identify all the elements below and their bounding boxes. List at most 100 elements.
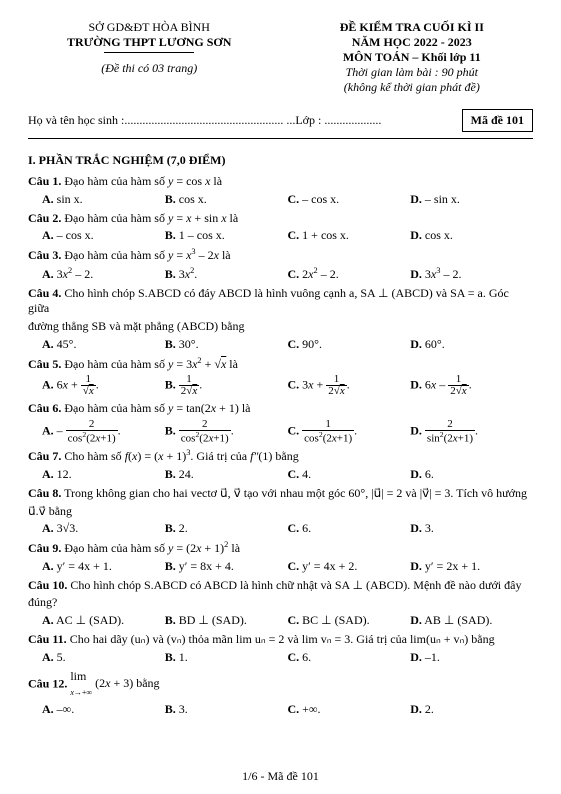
question-5: Câu 5. Đạo hàm của hàm số y = 3x2 + √x l… [28,356,533,373]
q11-opts: A. 5. B. 1. C. 6. D. –1. [42,650,533,665]
q11-B: B. 1. [165,650,288,665]
q9-num: Câu 9. [28,541,61,555]
q10-text1: Cho hình chóp S.ABCD có ABCD là hình chữ… [70,578,521,592]
q8-A: A. 3√3. [42,521,165,536]
q3-A: A. 3x2 – 2. [42,266,165,282]
q7-C: C. 4. [288,467,411,482]
separator [28,138,533,139]
q2-B: B. 1 – cos x. [165,228,288,243]
q12-opts: A. –∞. B. 3. C. +∞. D. 2. [42,702,533,717]
q7-B: B. 24. [165,467,288,482]
q1-opts: A. sin x. B. cos x. C. – cos x. D. – sin… [42,192,533,207]
q12-D: D. 2. [410,702,533,717]
q10-B: B. BD ⊥ (SAD). [165,613,288,628]
q2-A: A. – cos x. [42,228,165,243]
page-footer: 1/6 - Mã đề 101 [0,769,561,784]
q9-A: A. y′ = 4x + 1. [42,559,165,574]
question-2: Câu 2. Đạo hàm của hàm số y = x + sin x … [28,211,533,227]
header-left: SỞ GD&ĐT HÒA BÌNH TRƯỜNG THPT LƯƠNG SƠN … [28,20,270,95]
q4-C: C. 90°. [288,337,411,352]
q6-num: Câu 6. [28,401,61,415]
q8-text2: u⃗.v⃗ bằng [28,504,533,520]
q4-text1: Cho hình chóp S.ABCD có đáy ABCD là hình… [28,286,509,316]
q3-D: D. 3x3 – 2. [410,266,533,282]
q4-B: B. 30°. [165,337,288,352]
ma-de-box: Mã đề 101 [462,109,533,132]
q5-D: D. 6x – 12√x. [410,374,533,397]
q11-text: Cho hai dãy (uₙ) và (vₙ) thỏa mãn lim uₙ… [70,632,495,646]
q5-A: A. 6x + 1√x. [42,374,165,397]
name-class: Họ và tên học sinh :....................… [28,113,381,128]
q6-C: C. 1cos2(2x+1). [288,419,411,445]
q10-num: Câu 10. [28,578,67,592]
q11-A: A. 5. [42,650,165,665]
q4-text2: đường thẳng SB và mặt phẳng (ABCD) bằng [28,319,533,335]
q6-text: Đạo hàm của hàm số y = tan(2x + 1) là [64,401,250,415]
q4-opts: A. 45°. B. 30°. C. 90°. D. 60°. [42,337,533,352]
q1-text: Đạo hàm của hàm số y = cos x là [64,174,222,188]
exam-subject: MÔN TOÁN – Khối lớp 11 [291,50,533,65]
q6-B: B. 2cos2(2x+1). [165,419,288,445]
q1-B: B. cos x. [165,192,288,207]
q4-D: D. 60°. [410,337,533,352]
q2-text: Đạo hàm của hàm số y = x + sin x là [64,211,238,225]
q5-B: B. 12√x. [165,374,288,397]
school-line: TRƯỜNG THPT LƯƠNG SƠN [28,35,270,50]
q2-C: C. 1 + cos x. [288,228,411,243]
section-title: I. PHẦN TRẮC NGHIỆM (7,0 ĐIỂM) [28,153,533,168]
q10-A: A. AC ⊥ (SAD). [42,613,165,628]
q3-opts: A. 3x2 – 2. B. 3x2. C. 2x2 – 2. D. 3x3 –… [42,266,533,282]
exam-note: (không kể thời gian phát đề) [291,80,533,95]
q3-num: Câu 3. [28,248,61,262]
q12-num: Câu 12. [28,676,67,690]
q5-text: Đạo hàm của hàm số y = 3x2 + √x là [64,357,238,371]
name-label: Họ và tên học sinh : [28,113,124,127]
q4-num: Câu 4. [28,286,61,300]
question-12: Câu 12. limx→+∞ (2x + 3) bằng [28,669,533,700]
q9-C: C. y′ = 4x + 2. [288,559,411,574]
question-11: Câu 11. Cho hai dãy (uₙ) và (vₙ) thỏa mã… [28,632,533,648]
question-1: Câu 1. Đạo hàm của hàm số y = cos x là [28,174,533,190]
question-8: Câu 8. Trong không gian cho hai vectơ u⃗… [28,486,533,502]
exam-title: ĐỀ KIỂM TRA CUỐI KÌ II [291,20,533,35]
q7-text: Cho hàm số f(x) = (x + 1)3. Giá trị của … [64,449,298,463]
question-6: Câu 6. Đạo hàm của hàm số y = tan(2x + 1… [28,401,533,417]
q11-D: D. –1. [410,650,533,665]
q5-C: C. 3x + 12√x. [288,374,411,397]
q5-opts: A. 6x + 1√x. B. 12√x. C. 3x + 12√x. D. 6… [42,374,533,397]
q8-num: Câu 8. [28,486,61,500]
question-4: Câu 4. Cho hình chóp S.ABCD có đáy ABCD … [28,286,533,317]
q11-num: Câu 11. [28,632,67,646]
q4-A: A. 45°. [42,337,165,352]
q7-num: Câu 7. [28,449,61,463]
q11-C: C. 6. [288,650,411,665]
q10-C: C. BC ⊥ (SAD). [288,613,411,628]
underline [104,52,194,53]
q8-text1: Trong không gian cho hai vectơ u⃗, v⃗ tạ… [64,486,527,500]
q6-A: A. – 2cos2(2x+1). [42,419,165,445]
q3-text: Đạo hàm của hàm số y = x3 – 2x là [64,248,230,262]
exam-duration: Thời gian làm bài : 90 phút [291,65,533,80]
q9-text: Đạo hàm của hàm số y = (2x + 1)2 là [64,541,240,555]
question-9: Câu 9. Đạo hàm của hàm số y = (2x + 1)2 … [28,540,533,557]
q2-opts: A. – cos x. B. 1 – cos x. C. 1 + cos x. … [42,228,533,243]
q8-C: C. 6. [288,521,411,536]
q12-B: B. 3. [165,702,288,717]
q1-A: A. sin x. [42,192,165,207]
q6-opts: A. – 2cos2(2x+1). B. 2cos2(2x+1). C. 1co… [42,419,533,445]
exam-year: NĂM HỌC 2022 - 2023 [291,35,533,50]
q1-D: D. – sin x. [410,192,533,207]
q12-text: limx→+∞ (2x + 3) bằng [70,676,159,690]
dept-line: SỞ GD&ĐT HÒA BÌNH [28,20,270,35]
q9-opts: A. y′ = 4x + 1. B. y′ = 8x + 4. C. y′ = … [42,559,533,574]
class-label: ...Lớp : ................... [286,113,381,127]
q2-num: Câu 2. [28,211,61,225]
question-3: Câu 3. Đạo hàm của hàm số y = x3 – 2x là [28,247,533,264]
q7-D: D. 6. [410,467,533,482]
q10-opts: A. AC ⊥ (SAD). B. BD ⊥ (SAD). C. BC ⊥ (S… [42,613,533,628]
q12-A: A. –∞. [42,702,165,717]
q2-D: D. cos x. [410,228,533,243]
question-10: Câu 10. Cho hình chóp S.ABCD có ABCD là … [28,578,533,594]
q3-B: B. 3x2. [165,266,288,282]
q9-B: B. y′ = 8x + 4. [165,559,288,574]
